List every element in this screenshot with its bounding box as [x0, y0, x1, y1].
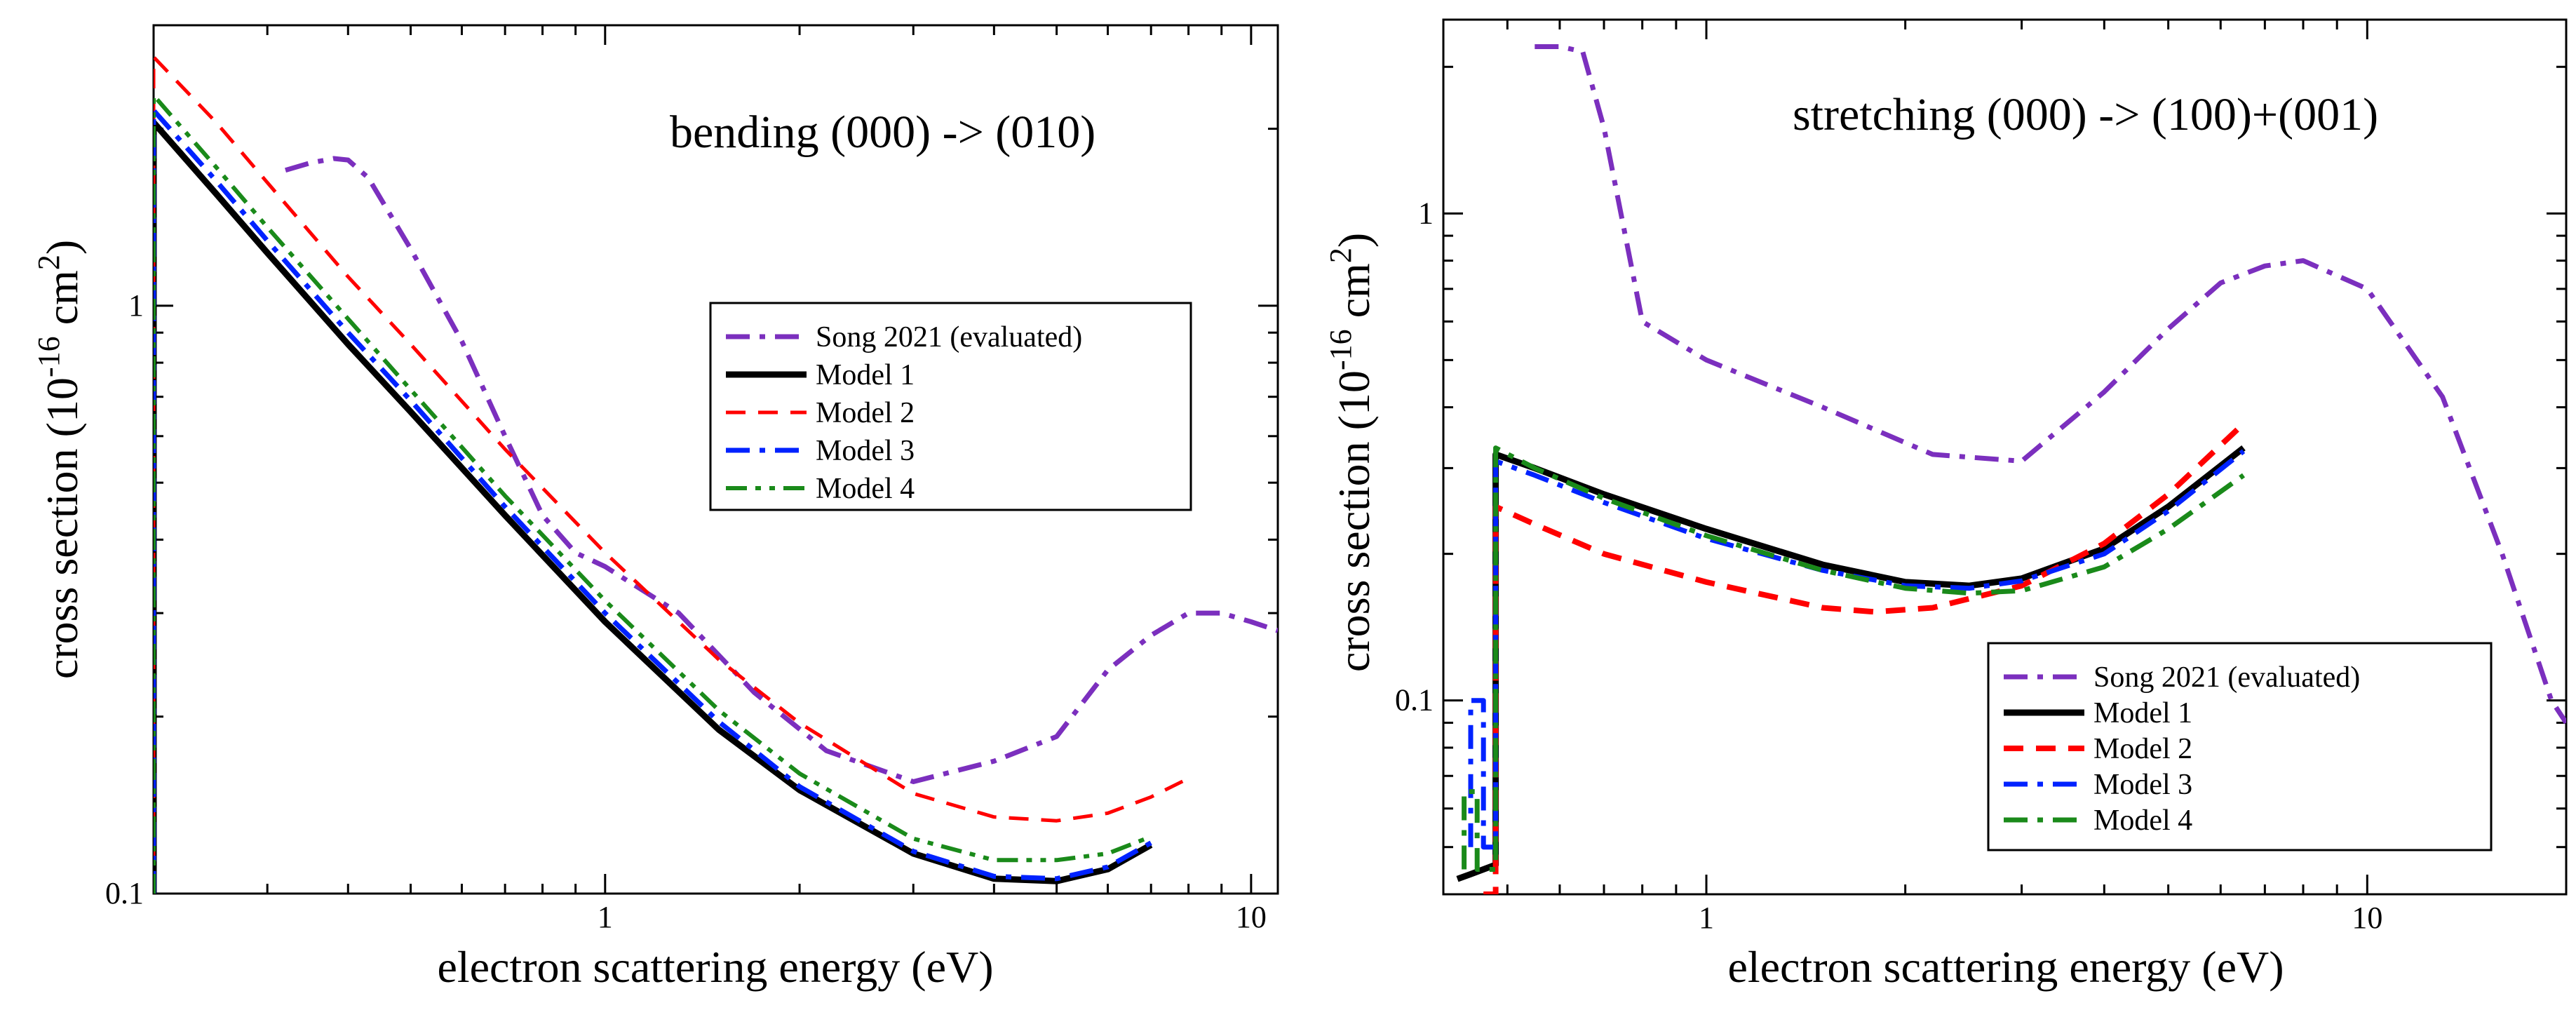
legend-label: Model 4 [816, 473, 915, 505]
y-tick-label: 1 [1418, 196, 1434, 230]
legend-label: Model 1 [816, 359, 915, 391]
legend-label: Model 3 [2093, 769, 2192, 801]
series-line-song-2021-evaluated [1535, 44, 2566, 725]
legend-label: Song 2021 (evaluated) [2093, 661, 2360, 694]
x-axis-label: electron scattering energy (eV) [1727, 942, 2284, 992]
series-line-song-2021-evaluated [285, 156, 1278, 784]
y-tick-label: 0.1 [105, 876, 144, 910]
chart-annotation: stretching (000) -> (100)+(001) [1793, 89, 2378, 140]
legend-label: Song 2021 (evaluated) [816, 321, 1082, 354]
axis-ticks: 1 10 0.1 1 [105, 24, 1278, 934]
series-line-model-3 [1468, 449, 2246, 850]
y-axis-label: cross section (10-16 cm2) [1323, 233, 1379, 672]
y-axis-label: cross section (10-16 cm2) [32, 240, 87, 679]
y-tick-label: 1 [128, 288, 144, 323]
series-line-model-3 [154, 107, 1152, 894]
series-layer [154, 55, 1278, 894]
axis-ticks: 1 10 0.1 1 [1395, 20, 2568, 935]
bending-chart: 1 10 0.1 1 bending (000) -> (010) Song 2021… [32, 24, 1279, 992]
legend: Song 2021 (evaluated)Model 1 Model 2 Model… [1987, 642, 2493, 851]
legend-label: Model 2 [2093, 733, 2192, 765]
legend: Song 2021 (evaluated) Model 1 Model 2 Model… [709, 302, 1192, 511]
x-tick-label: 10 [2352, 901, 2382, 935]
y-tick-label: 0.1 [1395, 683, 1434, 718]
x-axis-label: electron scattering energy (eV) [437, 942, 993, 992]
stretching-chart: 1 100.11 stretching (000) -> (100)+(001) … [1323, 18, 2568, 992]
x-tick-label: 10 [1236, 900, 1267, 934]
legend-label: Model 2 [816, 397, 915, 429]
legend-label: Model 1 [2093, 697, 2192, 729]
series-layer [1456, 44, 2566, 894]
x-tick-label: 1 [1699, 901, 1714, 935]
series-line-model-2 [1483, 422, 2246, 894]
legend-label: Model 4 [2093, 804, 2192, 837]
legend-label: Model 3 [816, 435, 915, 467]
x-tick-label: 1 [598, 900, 613, 934]
plot-frame [1442, 18, 2568, 896]
series-line-model-2 [154, 55, 1189, 894]
chart-annotation: bending (000) -> (010) [670, 107, 1095, 158]
